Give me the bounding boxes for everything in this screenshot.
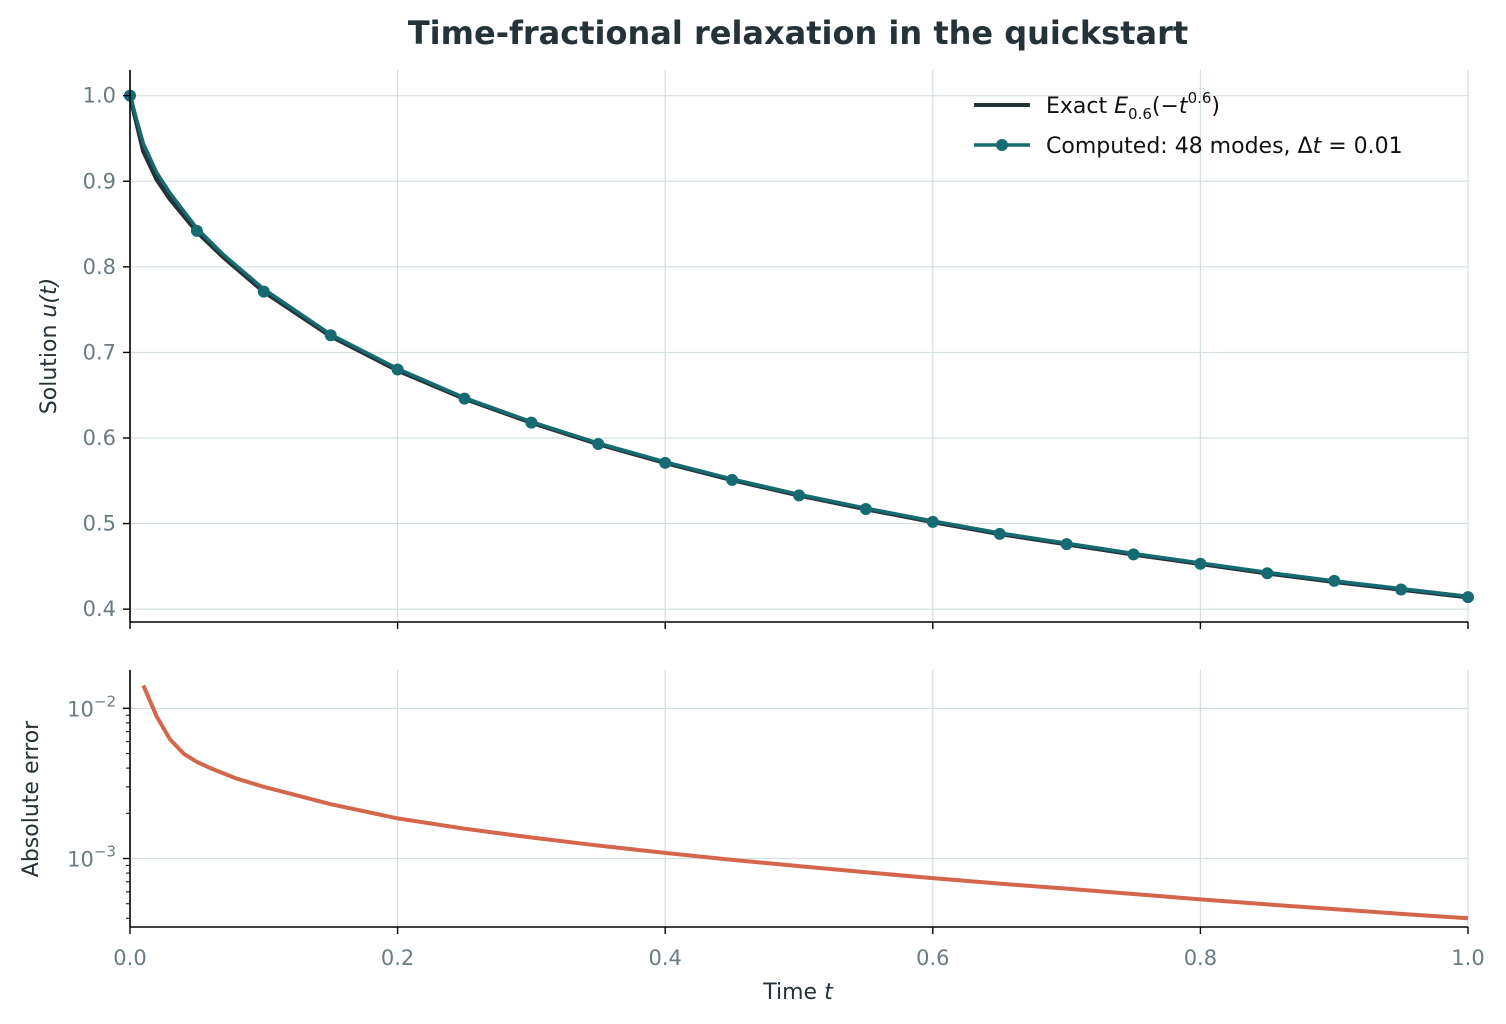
top-y-tick-label-5: 0.9 — [83, 169, 116, 193]
top-y-tick-label-6: 1.0 — [83, 84, 116, 108]
bottom-panel: 10−3 10−2 0.0 0.2 0.4 0.6 0.8 1.0 Absolute erro… — [19, 670, 1485, 1005]
computed-point-9 — [726, 473, 739, 486]
computed-point-13 — [993, 527, 1006, 540]
chart-title: Time-fractional relaxation in the quicks… — [408, 14, 1188, 52]
computed-point-15 — [1127, 548, 1140, 561]
top-y-tick-label-0: 0.4 — [83, 597, 116, 621]
computed-series — [124, 89, 1474, 604]
x-tick-label-5: 1.0 — [1451, 946, 1484, 970]
legend-exact-label: Exact E0.6(−t0.6) — [1046, 89, 1220, 123]
x-tick-label-0: 0.0 — [113, 946, 146, 970]
top-y-axis-label: Solution u(t) — [37, 278, 62, 414]
top-grid — [129, 70, 1469, 622]
bottom-y-tick-label-0: 10−3 — [67, 843, 116, 872]
legend-computed-marker — [996, 139, 1008, 151]
exact-series — [127, 95, 1469, 600]
computed-point-2 — [257, 285, 270, 298]
error-line — [141, 684, 1469, 921]
computed-point-14 — [1060, 538, 1073, 551]
top-y-tick-label-3: 0.7 — [83, 340, 116, 364]
computed-point-6 — [525, 416, 538, 429]
computed-point-19 — [1395, 583, 1408, 596]
top-y-tick-label-1: 0.5 — [83, 512, 116, 536]
computed-point-4 — [391, 363, 404, 376]
computed-point-20 — [1462, 591, 1474, 604]
legend: Exact E0.6(−t0.6) Computed: 48 modes, Δt… — [974, 89, 1403, 159]
bottom-y-axis-label: Absolute error — [19, 720, 44, 877]
bottom-y-tick-label-1: 10−2 — [67, 692, 116, 721]
x-tick-label-3: 0.6 — [916, 946, 949, 970]
bottom-grid — [129, 670, 1469, 927]
x-tick-label-1: 0.2 — [381, 946, 414, 970]
computed-point-17 — [1261, 567, 1274, 580]
computed-point-18 — [1328, 574, 1341, 587]
x-tick-label-4: 0.8 — [1184, 946, 1217, 970]
computed-point-7 — [592, 437, 605, 450]
top-y-tick-label-2: 0.6 — [83, 426, 116, 450]
top-axes: 0.4 0.5 0.6 0.7 0.8 0.9 1.0 — [83, 70, 1469, 629]
computed-point-12 — [926, 515, 939, 528]
computed-point-5 — [458, 392, 471, 405]
computed-line — [128, 95, 1469, 599]
top-y-tick-label-4: 0.8 — [83, 255, 116, 279]
error-series — [141, 684, 1469, 921]
computed-point-8 — [659, 456, 672, 469]
x-axis-label: Time t — [762, 980, 834, 1005]
bottom-axes: 10−3 10−2 0.0 0.2 0.4 0.6 0.8 1.0 — [67, 670, 1485, 970]
computed-point-10 — [793, 489, 805, 502]
x-tick-label-2: 0.4 — [648, 946, 681, 970]
top-panel: 0.4 0.5 0.6 0.7 0.8 0.9 1.0 Solution u(t) Exac… — [37, 70, 1474, 629]
computed-point-3 — [324, 329, 337, 342]
computed-point-16 — [1194, 557, 1207, 570]
legend-computed-label: Computed: 48 modes, Δt = 0.01 — [1046, 134, 1403, 159]
exact-line — [127, 95, 1469, 600]
computed-point-11 — [859, 503, 872, 516]
computed-point-1 — [190, 224, 203, 237]
